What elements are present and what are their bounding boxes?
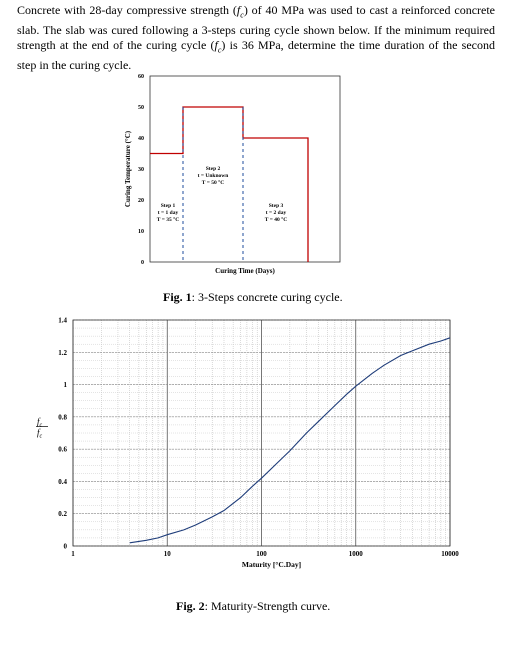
y-tick-label: 50 [138,105,144,111]
y-tick-label: 40 [138,136,144,142]
x-tick-label: 100 [256,550,267,558]
problem-statement: Concrete with 28-day compressive strengt… [17,3,495,72]
plot-frame [149,75,341,263]
y-tick-label: 30 [138,167,144,173]
figure1-caption-text: : 3-Steps concrete curing cycle. [191,290,343,304]
step-name: Step 1 [161,203,176,209]
y-tick-label: 1.4 [58,317,67,325]
problem-text-2: ) of 40 MPa was used to cast a reinforce… [17,3,496,52]
fc-symbol: fc [214,37,222,54]
y-tick-label: 0.6 [58,446,67,454]
step-name: Step 3 [269,203,284,209]
figure2-caption: Fig. 2: Maturity-Strength curve. [176,599,330,614]
x-tick-label: 10000 [441,550,459,558]
maturity-strength-chart: 0 0.2 0.4 0.6 0.8 1 1.2 1.4 1 10 100 1000 10000 Matur… [36,317,459,569]
figure2-caption-label: Fig. 2 [176,599,205,613]
problem-text-1: Concrete with 28-day compressive strengt… [17,3,237,17]
y-axis-label-sub: c [40,423,43,429]
x-axis-label: Maturity [°C.Day] [242,560,301,569]
y-tick-label: 0 [141,260,144,266]
plot-frame [72,319,451,547]
x-tick-label: 1 [71,550,75,558]
step-temperature: T = 35 °C [157,216,180,223]
step-temperature: T = 40 °C [265,216,288,223]
y-tick-label: 1 [64,381,68,389]
x-tick-label: 1000 [349,550,364,558]
y-tick-label: 0 [64,543,68,551]
y-axis-label-denominator: fc [37,428,43,440]
step-name: Step 2 [206,166,221,172]
step-duration: t = Unknown [198,173,229,179]
y-tick-label: 1.2 [58,349,67,357]
y-tick-label: 0.4 [58,478,67,486]
y-axis-label-sub: c [40,434,43,440]
y-tick-label: 0.2 [58,510,67,518]
figure1-caption-label: Fig. 1 [163,290,192,304]
y-axis-label: Curing Temperature (°C) [124,130,132,207]
maturity-strength-curve [129,337,451,544]
y-tick-label: 0.8 [58,413,67,421]
problem-text-3: ) is 36 MPa, determine the time duration… [17,37,495,72]
step-duration: t = 2 day [266,210,287,216]
y-axis-label-numerator: fc [37,417,43,429]
fc-symbol: fc [236,3,244,20]
step-temperature: T = 50 °C [202,179,225,186]
y-tick-label: 10 [138,229,144,235]
y-tick-label: 60 [138,74,144,80]
y-tick-label: 20 [138,198,144,204]
x-axis-label: Curing Time (Days) [215,267,275,275]
figure2-caption-text: : Maturity-Strength curve. [204,599,331,613]
curing-cycle-chart: 0 10 20 30 40 50 60 Curing Temperature (°C) Curi… [124,74,341,275]
curing-profile-line [150,106,309,262]
x-tick-label: 10 [164,550,172,558]
step-duration: t = 1 day [158,210,179,216]
figure1-caption: Fig. 1: 3-Steps concrete curing cycle. [163,290,343,305]
